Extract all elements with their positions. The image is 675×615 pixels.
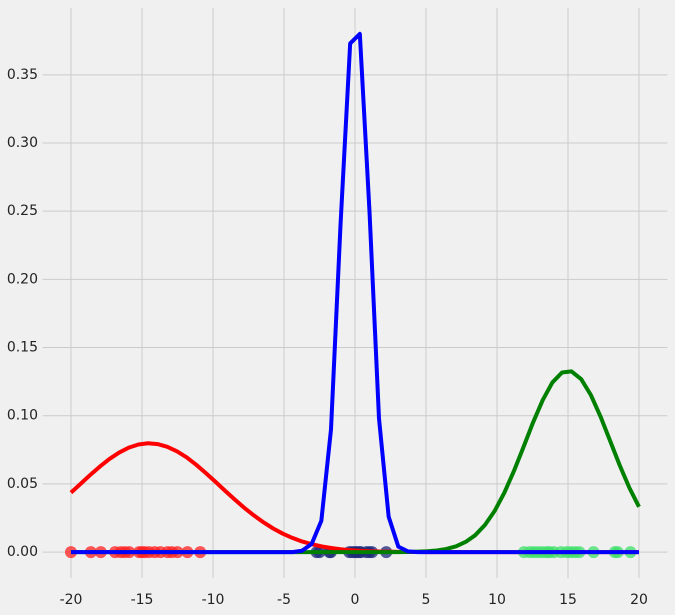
y-tick-label: 0.00 bbox=[7, 544, 38, 560]
x-tick-label: 5 bbox=[422, 592, 431, 608]
x-tick-label: -10 bbox=[202, 592, 225, 608]
y-tick-label: 0.35 bbox=[7, 67, 38, 83]
x-tick-label: 15 bbox=[559, 592, 577, 608]
y-tick-label: 0.30 bbox=[7, 135, 38, 151]
x-tick-label: 0 bbox=[351, 592, 360, 608]
x-tick-label: 10 bbox=[488, 592, 506, 608]
x-tick-label: -15 bbox=[131, 592, 154, 608]
y-tick-label: 0.20 bbox=[7, 271, 38, 287]
y-tick-label: 0.10 bbox=[7, 408, 38, 424]
y-tick-label: 0.15 bbox=[7, 340, 38, 356]
x-tick-label: 20 bbox=[630, 592, 648, 608]
y-tick-label: 0.05 bbox=[7, 476, 38, 492]
line bbox=[71, 31, 639, 555]
y-tick-label: 0.25 bbox=[7, 203, 38, 219]
x-tick-label: -5 bbox=[277, 592, 291, 608]
x-tick-label: -20 bbox=[60, 592, 83, 608]
